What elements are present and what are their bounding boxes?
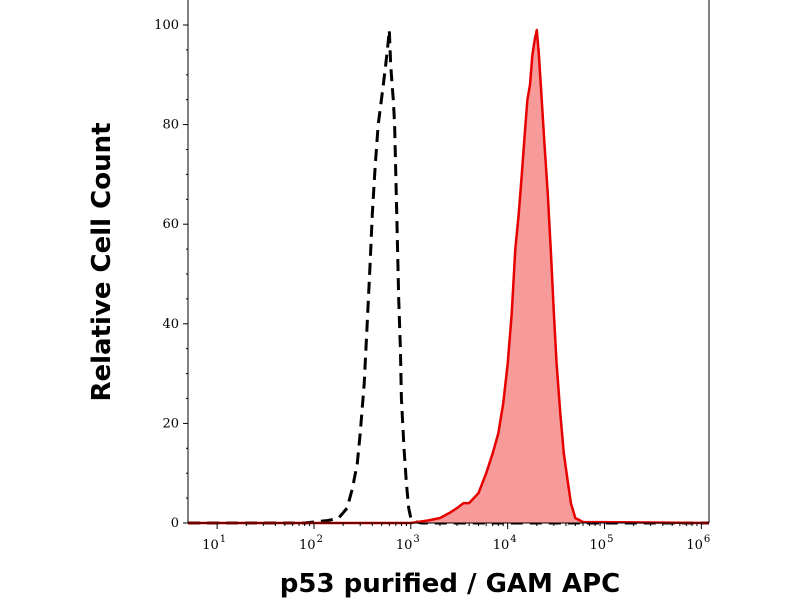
series-1-line: [188, 28, 710, 525]
y-tick-label: 80: [162, 118, 179, 133]
x-tick-label: 102: [299, 534, 323, 553]
x-tick-label: 103: [396, 534, 420, 553]
y-tick-label: 20: [162, 416, 179, 431]
x-tick-base: 10: [396, 538, 413, 553]
x-axis-title: p53 purified / GAM APC: [280, 569, 620, 599]
x-tick-exponent: 4: [510, 534, 516, 545]
x-tick-exponent: 1: [220, 534, 226, 545]
x-tick-base: 10: [493, 538, 510, 553]
x-tick-exponent: 5: [607, 534, 613, 545]
y-tick-label: 0: [171, 516, 179, 531]
x-tick-exponent: 2: [317, 534, 323, 545]
axes-layer: [187, 0, 710, 524]
x-tick-label: 106: [686, 534, 710, 553]
x-tick-label: 105: [590, 534, 614, 553]
y-tick-label: 100: [154, 18, 179, 33]
x-tick-base: 10: [590, 538, 607, 553]
y-axis-title: Relative Cell Count: [87, 122, 117, 401]
x-tick-label: 101: [202, 534, 226, 553]
x-tick-base: 10: [299, 538, 316, 553]
x-tick-base: 10: [686, 538, 703, 553]
series-0-line: [188, 28, 709, 525]
y-tick-label: 40: [162, 317, 179, 332]
x-tick-base: 10: [202, 538, 219, 553]
x-tick-exponent: 6: [704, 534, 710, 545]
series-layer: [188, 28, 710, 525]
y-tick-label: 60: [162, 217, 179, 232]
x-tick-exponent: 3: [413, 534, 419, 545]
x-tick-label: 104: [493, 534, 517, 553]
